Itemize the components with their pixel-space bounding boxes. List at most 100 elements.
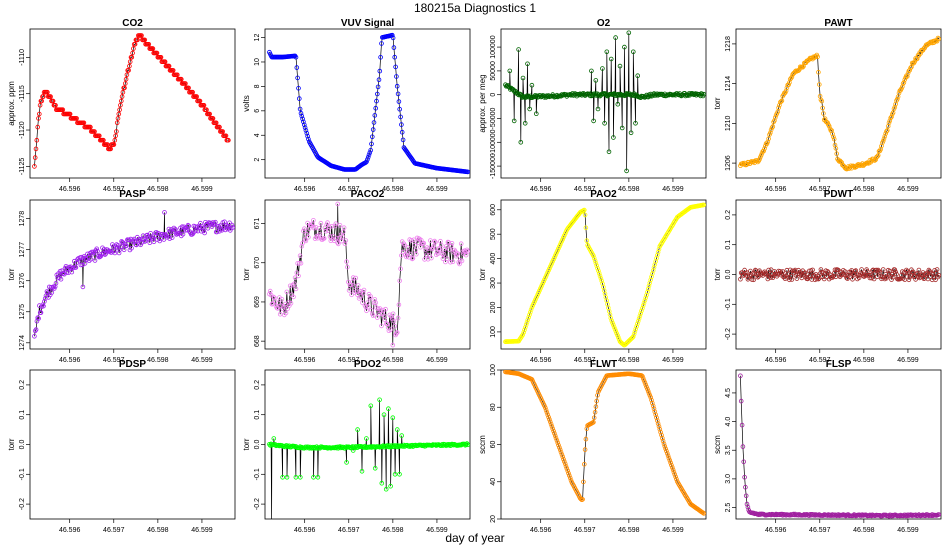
y-axis-label: torr [242, 438, 251, 450]
data-point [826, 123, 832, 129]
figure-xlabel: day of year [445, 531, 504, 545]
data-point [558, 449, 564, 455]
data-point [582, 212, 588, 218]
data-point [395, 315, 401, 321]
plot-frame [29, 369, 236, 520]
data-point [819, 98, 825, 104]
data-point [364, 436, 369, 441]
series-pdwt [738, 267, 941, 283]
panel-title: CO2 [122, 18, 143, 29]
data-point [582, 447, 588, 452]
data-point [365, 157, 370, 162]
data-point [742, 474, 747, 480]
data-point [390, 35, 396, 41]
data-point [124, 72, 130, 78]
data-point [635, 321, 640, 327]
data-point [390, 311, 396, 317]
data-point [355, 292, 360, 297]
data-point [521, 330, 526, 335]
data-point [809, 277, 815, 282]
data-point [154, 50, 160, 56]
data-point [910, 269, 916, 275]
data-point [856, 275, 862, 281]
data-point [186, 223, 192, 229]
data-point [399, 122, 404, 127]
data-point [656, 92, 662, 97]
data-point [126, 68, 131, 73]
data-point [640, 373, 645, 379]
data-point [41, 303, 46, 309]
data-point [394, 427, 400, 432]
data-point [630, 49, 636, 55]
data-point [287, 283, 293, 289]
data-point [674, 476, 679, 482]
data-point [454, 252, 460, 257]
data-point [40, 94, 46, 99]
data-point [606, 149, 612, 155]
data-point [635, 73, 640, 78]
data-point [378, 54, 383, 60]
data-point [640, 305, 645, 311]
data-point [183, 228, 188, 233]
data-point [459, 258, 465, 264]
data-point [339, 238, 344, 244]
data-point [596, 270, 602, 276]
data-point [796, 512, 801, 518]
panel-title: PDWT [824, 189, 853, 200]
data-point [428, 255, 434, 261]
data-point [32, 333, 37, 339]
data-point [299, 243, 305, 249]
x-tick-label: 46.598 [147, 357, 169, 364]
data-point [614, 330, 619, 336]
data-point [641, 300, 647, 306]
data-point [364, 159, 369, 165]
data-point [925, 512, 931, 518]
data-point [525, 317, 531, 323]
data-point [518, 140, 524, 145]
data-point [556, 442, 561, 448]
data-point [122, 85, 127, 91]
data-point [914, 56, 919, 62]
data-point [118, 244, 123, 250]
data-point [700, 510, 706, 516]
data-point [549, 424, 555, 429]
data-point [448, 243, 454, 249]
x-tick-label: 46.599 [191, 527, 213, 534]
data-point [871, 276, 877, 282]
data-point [32, 164, 37, 169]
data-point [761, 148, 766, 154]
data-point [542, 405, 548, 411]
data-point [204, 107, 209, 112]
y-tick-label: 1274 [19, 335, 26, 351]
panel-paco2: PACO2 46.596 46.597 46.598 46.599 668 669 670 67… [242, 189, 471, 364]
data-point [644, 292, 649, 298]
data-point [655, 421, 661, 426]
plot-frame [500, 28, 707, 179]
x-tick-label: 46.598 [147, 186, 169, 193]
data-point [831, 134, 836, 140]
data-point [284, 289, 290, 295]
data-point [886, 120, 892, 126]
y-tick-label: 50000 [490, 61, 497, 81]
data-point [561, 459, 567, 464]
data-point [151, 239, 157, 245]
data-point [934, 267, 940, 272]
y-axis-label: torr [242, 268, 251, 280]
data-point [53, 280, 59, 286]
data-point [200, 225, 206, 231]
data-point [444, 256, 450, 262]
data-point [350, 279, 355, 285]
data-point [129, 245, 134, 251]
data-point [186, 85, 191, 91]
data-point [557, 447, 563, 453]
data-point [344, 460, 349, 465]
data-point [581, 461, 587, 467]
panel-vuv-signal: VUV Signal 46.596 46.597 46.598 46.599 2 4 6 8 10… [242, 18, 471, 193]
y-tick-label: 4.0 [725, 417, 732, 427]
y-tick-label: 1214 [725, 76, 732, 92]
series-line [269, 399, 469, 519]
y-tick-label: -1125 [19, 158, 26, 175]
data-point [650, 403, 656, 409]
data-point [183, 81, 188, 86]
data-point [325, 220, 330, 225]
